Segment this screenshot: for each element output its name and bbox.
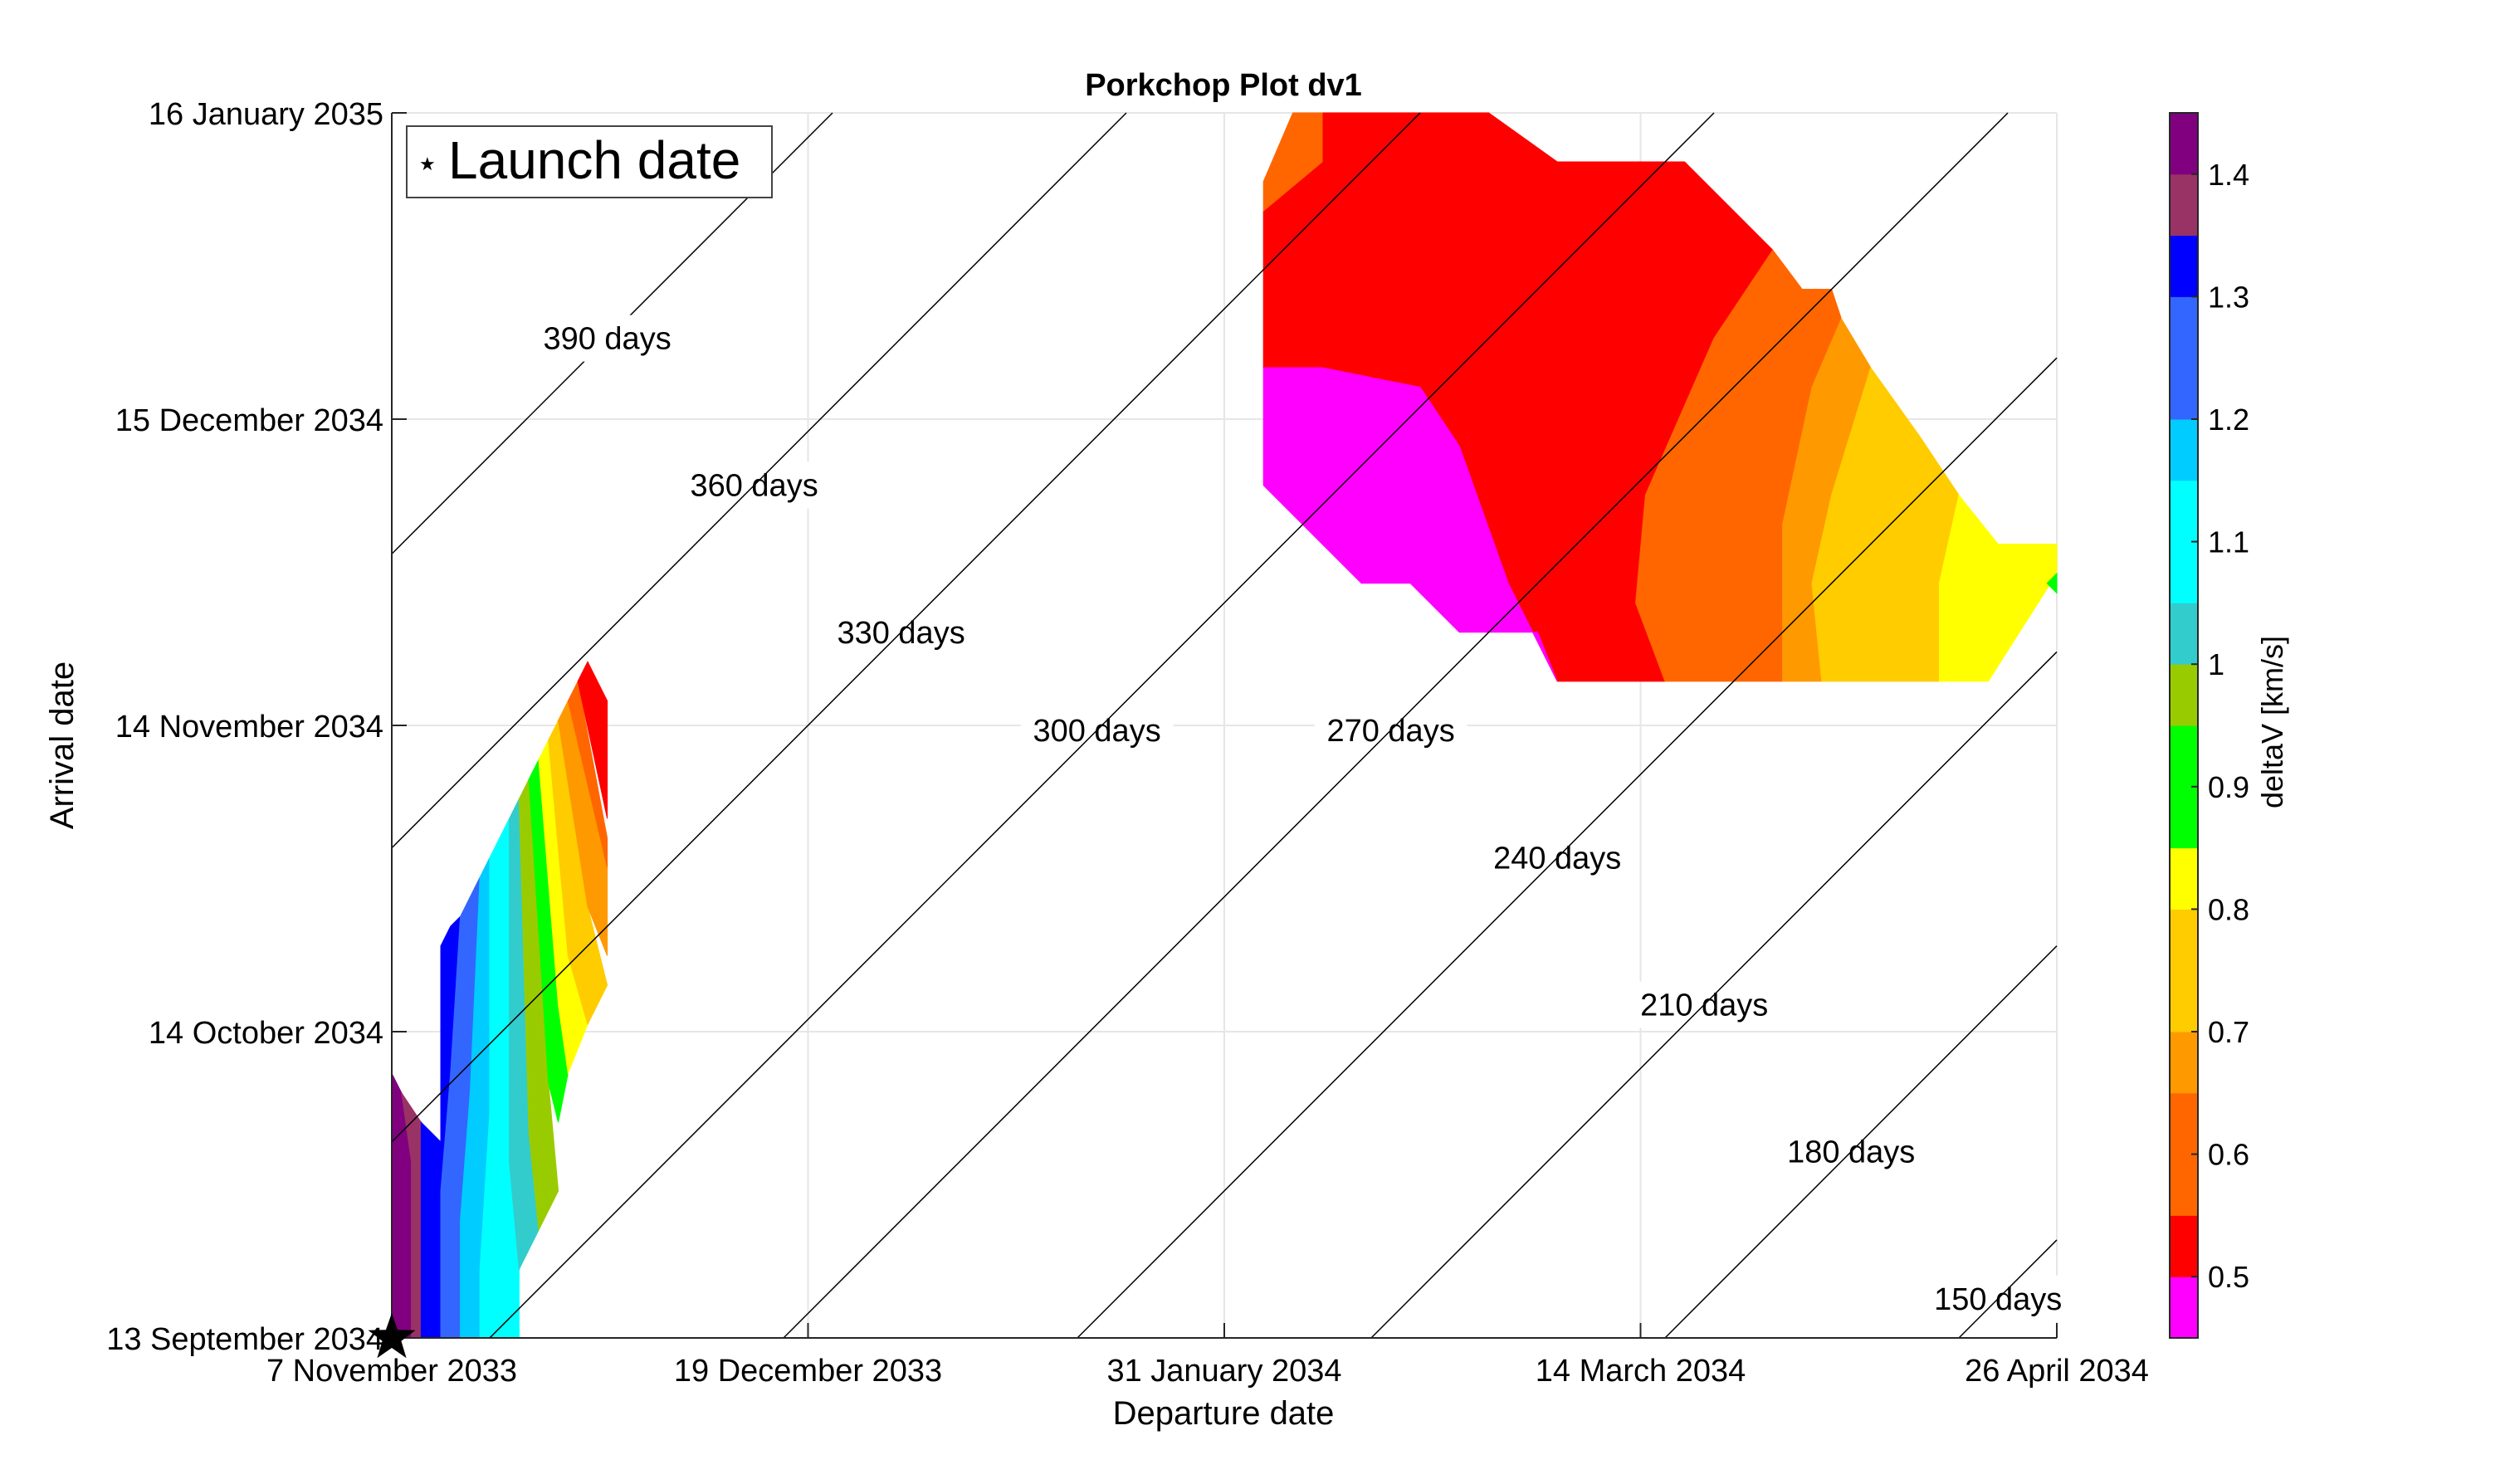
colorbar: 0.5 0.6 0.7 0.8 0.9 1 1.1 1.2 1.3 1.4 xyxy=(2169,112,2249,1339)
x-axis-label: Departure date xyxy=(1113,1395,1335,1432)
colorbar-swatch xyxy=(2170,419,2198,481)
colorbar-swatch xyxy=(2170,664,2198,726)
y-tick-label: 16 January 2035 xyxy=(149,97,383,132)
x-tick-label: 26 April 2034 xyxy=(1965,1354,2149,1389)
colorbar-tick-label: 0.9 xyxy=(2208,770,2249,804)
colorbar-swatch xyxy=(2170,113,2198,175)
contour-band xyxy=(2046,572,2058,594)
colorbar-tick-label: 0.8 xyxy=(2208,892,2249,926)
tof-label: 270 days xyxy=(1326,714,1454,749)
x-tick-label: 19 December 2033 xyxy=(674,1354,942,1389)
tof-line xyxy=(1077,357,2058,1339)
tof-label: 150 days xyxy=(1934,1282,2062,1317)
colorbar-swatch xyxy=(2170,909,2198,1032)
colorbar-swatch xyxy=(2170,1215,2198,1277)
launch-date-marker xyxy=(368,1313,416,1359)
y-tick-label: 13 September 2034 xyxy=(106,1322,383,1357)
colorbar-tick-label: 0.7 xyxy=(2208,1015,2249,1049)
colorbar-tick-label: 1.3 xyxy=(2208,280,2249,314)
legend: ★ Launch date xyxy=(406,125,773,198)
tof-line xyxy=(1370,651,2058,1339)
x-tick-label: 14 March 2034 xyxy=(1536,1354,1746,1389)
y-tick-label: 14 October 2034 xyxy=(149,1016,383,1051)
colorbar-tick-label: 1.2 xyxy=(2208,403,2249,437)
tof-line xyxy=(391,112,1421,1143)
tof-label: 360 days xyxy=(690,469,818,504)
colorbar-tick-label: 1.1 xyxy=(2208,525,2249,559)
y-axis-label: Arrival date xyxy=(44,661,81,829)
colorbar-tick-label: 1 xyxy=(2208,647,2224,681)
time-of-flight-lines: 390 days 360 days 330 days 300 days 270 days… xyxy=(391,112,2075,1339)
legend-entry: Launch date xyxy=(448,130,740,190)
contour-band xyxy=(1262,112,1323,212)
colorbar-swatch xyxy=(2170,296,2198,420)
colorbar-swatch xyxy=(2170,847,2198,910)
launch-star-icon xyxy=(368,1313,416,1359)
tof-line xyxy=(489,112,1715,1339)
tof-label: 330 days xyxy=(837,616,964,651)
tof-label: 180 days xyxy=(1787,1135,1915,1170)
colorbar-tick-label: 1.4 xyxy=(2208,158,2249,192)
colorbar-swatch xyxy=(2170,235,2198,297)
x-tick-label: 31 January 2034 xyxy=(1106,1354,1341,1389)
tof-label: 240 days xyxy=(1493,841,1621,876)
tof-line xyxy=(1958,1239,2058,1339)
tof-line xyxy=(1664,945,2058,1339)
chart-title: Porkchop Plot dv1 xyxy=(1085,68,1362,103)
contour-band xyxy=(1938,494,2058,682)
legend-box xyxy=(406,125,773,198)
axes: 7 November 2033 19 December 2033 31 Januar… xyxy=(106,97,2149,1389)
contour-band xyxy=(1262,367,1558,682)
tof-label: 210 days xyxy=(1640,989,1768,1023)
y-tick-label: 14 November 2034 xyxy=(115,710,383,744)
legend-marker-icon: ★ xyxy=(419,154,436,174)
colorbar-swatch xyxy=(2170,603,2198,665)
tof-label: 390 days xyxy=(543,322,671,357)
contour-band xyxy=(577,661,608,819)
x-tick-label: 7 November 2033 xyxy=(266,1354,517,1389)
colorbar-swatch xyxy=(2170,173,2198,237)
colorbar-swatch xyxy=(2170,1277,2198,1339)
colorbar-label: deltaV [km/s] xyxy=(2255,636,2289,808)
y-tick-label: 15 December 2034 xyxy=(115,403,383,438)
tof-line xyxy=(783,112,2009,1339)
tof-label: 300 days xyxy=(1033,714,1160,749)
colorbar-tick-label: 0.5 xyxy=(2208,1260,2249,1294)
colorbar-tick-label: 0.6 xyxy=(2208,1138,2249,1172)
colorbar-frame xyxy=(2169,112,2199,1339)
tof-label-background xyxy=(530,315,684,362)
tof-line xyxy=(391,112,1127,849)
colorbar-swatch xyxy=(2170,1032,2198,1094)
